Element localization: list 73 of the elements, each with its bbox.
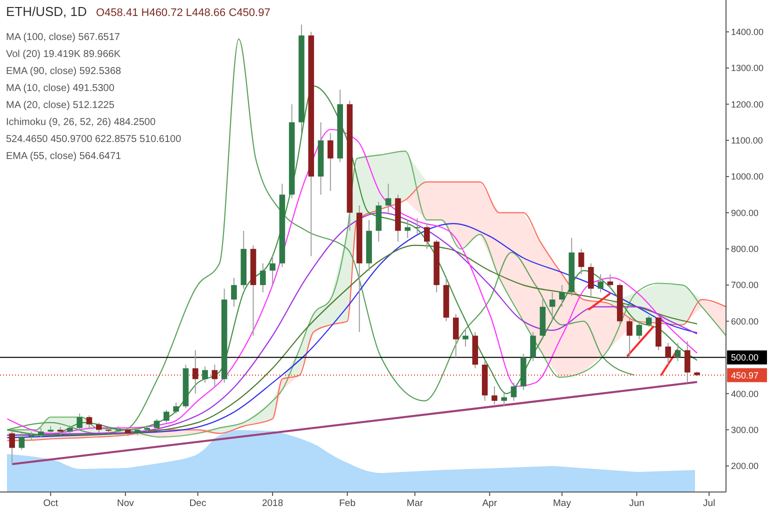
x-tick-label: Mar bbox=[406, 498, 424, 509]
y-tick-label: 1300.00 bbox=[731, 63, 764, 74]
candlestick bbox=[510, 382, 517, 402]
candlestick bbox=[452, 314, 459, 358]
ref-line-label: 500.00 bbox=[731, 352, 759, 363]
x-tick-label: Nov bbox=[116, 498, 134, 509]
candlestick bbox=[414, 218, 420, 235]
candlestick bbox=[192, 350, 198, 394]
annotation: O458.41 H460.72 L448.66 C450.97 bbox=[96, 7, 270, 19]
y-tick-label: 300.00 bbox=[731, 424, 759, 435]
x-tick-label: Feb bbox=[339, 498, 356, 509]
candlestick bbox=[559, 284, 565, 308]
annotation: EMA (55, close) 564.6471 bbox=[6, 151, 122, 162]
y-tick-label: 700.00 bbox=[731, 280, 759, 290]
candlestick bbox=[76, 412, 82, 430]
candlestick bbox=[646, 315, 652, 328]
candlestick bbox=[636, 320, 642, 340]
candlestick bbox=[328, 132, 334, 192]
candlestick bbox=[578, 248, 584, 275]
candlestick bbox=[115, 426, 122, 434]
candlestick bbox=[549, 292, 556, 322]
candlestick bbox=[28, 431, 34, 442]
annotation: EMA (90, close) 592.5368 bbox=[6, 66, 122, 77]
candlestick bbox=[607, 274, 614, 290]
candlestick bbox=[86, 414, 92, 428]
candlestick bbox=[674, 342, 681, 362]
annotation: Ichimoku (9, 26, 52, 26) 484.2500 524.4650 450.9700 622.8575 510.6100 bbox=[6, 117, 182, 145]
y-tick-label: 400.00 bbox=[731, 388, 759, 399]
candlestick bbox=[202, 366, 208, 384]
candlestick bbox=[260, 262, 266, 293]
candlestick bbox=[270, 256, 276, 286]
x-tick-label: Jun bbox=[629, 498, 644, 509]
x-tick-label: Jul bbox=[703, 498, 716, 509]
x-tick-label: Apr bbox=[482, 498, 498, 509]
y-tick-label: 1200.00 bbox=[731, 99, 764, 110]
candlestick bbox=[424, 223, 430, 250]
candlestick bbox=[18, 432, 25, 450]
x-tick-label: 2018 bbox=[262, 498, 284, 509]
y-tick-label: 900.00 bbox=[731, 208, 759, 218]
candlestick bbox=[164, 409, 170, 424]
candlestick bbox=[231, 277, 237, 308]
candlestick bbox=[9, 429, 15, 465]
candlestick bbox=[385, 183, 392, 214]
candlestick bbox=[96, 422, 102, 434]
candlestick bbox=[598, 274, 604, 293]
y-tick-label: 1100.00 bbox=[731, 136, 763, 146]
y-tick-label: 600.00 bbox=[731, 316, 759, 326]
chart-title: ETH/USD, 1D bbox=[6, 4, 87, 19]
candlestick bbox=[588, 262, 594, 296]
y-tick-label: 1400.00 bbox=[731, 26, 764, 37]
candlestick bbox=[212, 364, 218, 387]
candlestick bbox=[404, 219, 411, 239]
y-tick-label: 1000.00 bbox=[731, 172, 764, 182]
x-tick-label: May bbox=[553, 498, 572, 509]
x-tick-label: Dec bbox=[189, 498, 206, 509]
candlestick bbox=[665, 342, 672, 366]
candlestick bbox=[501, 393, 507, 407]
x-tick-label: Oct bbox=[43, 498, 58, 509]
candlestick bbox=[626, 317, 632, 358]
candlestick bbox=[173, 402, 179, 414]
candlestick bbox=[530, 332, 536, 362]
candlestick bbox=[684, 340, 690, 384]
annotation: MA (100, close) 567.6517 bbox=[6, 32, 120, 43]
candlestick bbox=[38, 427, 44, 438]
annotation: MA (10, close) 491.5300 bbox=[6, 83, 115, 94]
ref-line-label: 450.97 bbox=[731, 370, 759, 380]
candlestick bbox=[492, 386, 498, 405]
annotation: MA (20, close) 512.1225 bbox=[6, 100, 115, 111]
annotation: Vol (20) 19.419K 89.966K bbox=[6, 49, 121, 60]
y-tick-label: 800.00 bbox=[731, 244, 759, 254]
candlestick bbox=[462, 328, 468, 348]
candlestick bbox=[154, 418, 160, 430]
y-tick-label: 200.00 bbox=[731, 461, 759, 472]
